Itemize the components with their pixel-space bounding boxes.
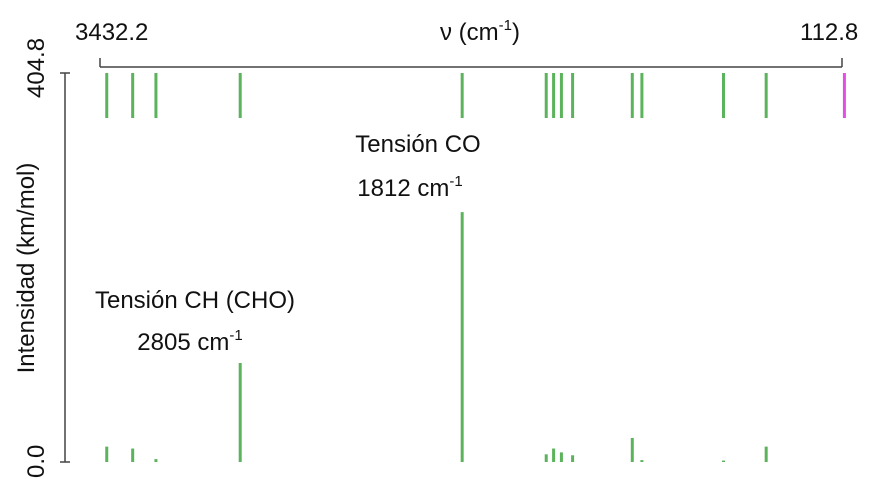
band-bars <box>105 212 768 462</box>
annotation-co-sup: -1 <box>449 173 462 190</box>
annotation-co-line1: Tensión CO <box>355 131 480 158</box>
annotation-ch-value: 2805 cm <box>137 329 229 356</box>
band-markers <box>105 73 846 118</box>
y-axis-title: Intensidad (km/mol) <box>13 163 40 374</box>
annotation-ch-line1: Tensión CH (CHO) <box>95 287 295 314</box>
x-axis-title-main: ν (cm <box>440 19 499 46</box>
x-tick-label-right: 112.8 <box>800 19 858 46</box>
annotation-ch-line2: 2805 cm-1 <box>137 327 242 356</box>
y-tick-label-top: 404.8 <box>23 38 50 98</box>
annotation-ch-sup: -1 <box>229 327 242 344</box>
y-tick-label-bottom: 0.0 <box>23 445 50 478</box>
x-axis-title-close: ) <box>512 19 520 46</box>
x-axis-title-sup: -1 <box>499 17 512 34</box>
annotation-co-value: 1812 cm <box>357 175 449 202</box>
x-axis-title: ν (cm-1) <box>440 17 520 46</box>
x-tick-label-left: 3432.2 <box>75 19 148 46</box>
annotation-co-line2: 1812 cm-1 <box>357 173 462 202</box>
